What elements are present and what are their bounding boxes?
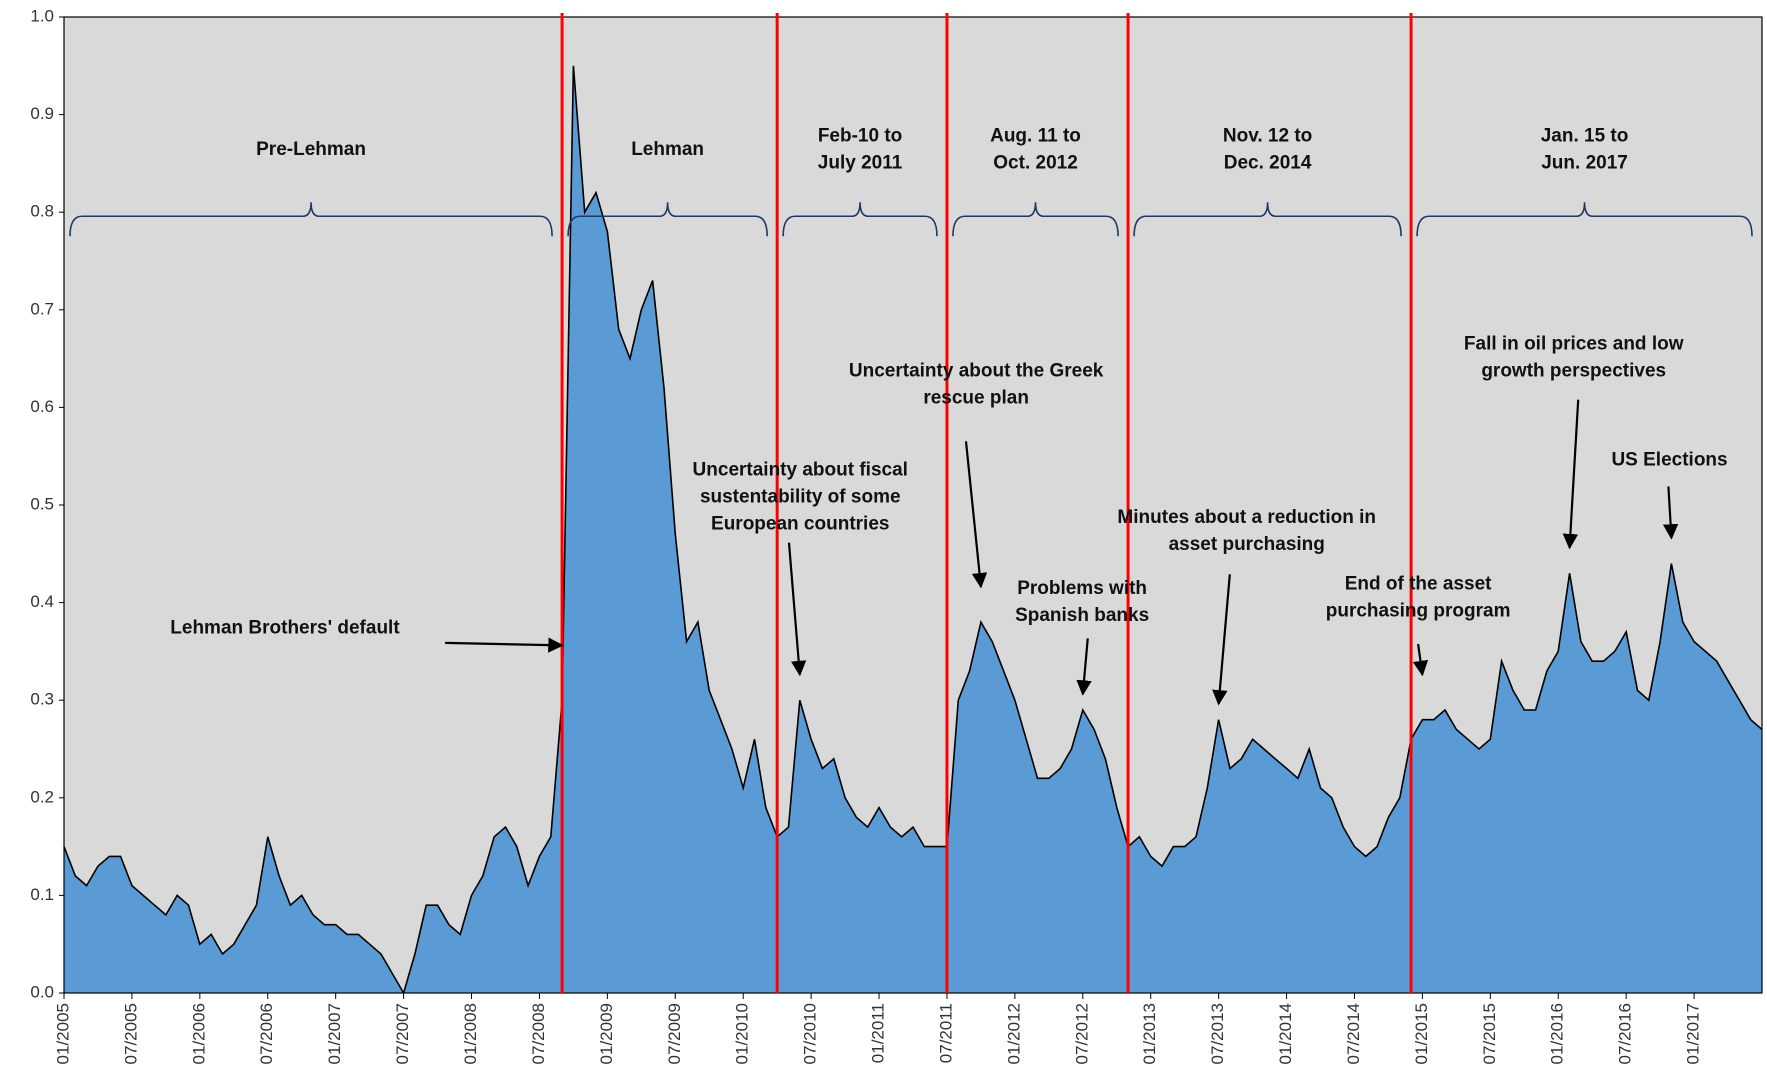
y-tick-label: 0.4: [30, 592, 54, 611]
annotation-arrow: [1412, 643, 1429, 677]
x-tick-label: 01/2005: [53, 1003, 72, 1064]
y-tick-label: 0.2: [30, 787, 54, 806]
annotation-arrow: [1562, 399, 1580, 550]
brace: [1416, 202, 1753, 237]
x-tick-label: 01/2017: [1684, 1003, 1703, 1064]
annotation-arrow: [964, 441, 988, 589]
x-tick-label: 07/2013: [1208, 1003, 1227, 1064]
period-label: Feb-10 to: [818, 125, 902, 146]
x-tick-label: 01/2016: [1548, 1003, 1567, 1064]
annotation-text: sustentability of some: [700, 487, 901, 508]
annotation-text: Minutes about a reduction in: [1117, 507, 1376, 528]
y-tick-label: 0.6: [30, 397, 54, 416]
area: [64, 65, 1762, 994]
annotation-text: Lehman Brothers' default: [170, 617, 400, 638]
x-tick-label: 01/2007: [325, 1003, 344, 1064]
period-label: Oct. 2012: [993, 152, 1078, 173]
period-label: Nov. 12 to: [1223, 125, 1312, 146]
brace: [69, 202, 553, 237]
period-label: Pre-Lehman: [256, 139, 366, 160]
period-label: Aug. 11 to: [990, 125, 1081, 146]
annotation-arrow: [1212, 574, 1231, 706]
y-tick-label: 1.0: [30, 6, 54, 25]
brace: [567, 202, 768, 237]
x-tick-label: 07/2009: [665, 1003, 684, 1064]
period-label: Jan. 15 to: [1541, 125, 1629, 146]
x-tick-label: 01/2011: [869, 1003, 888, 1063]
x-tick-label: 07/2014: [1344, 1003, 1363, 1064]
annotation-text: growth perspectives: [1481, 361, 1666, 382]
period-label: Dec. 2014: [1224, 152, 1312, 173]
annotation-arrow: [787, 542, 807, 677]
annotation-text: Spanish banks: [1015, 605, 1149, 626]
x-tick-label: 07/2008: [529, 1003, 548, 1064]
x-tick-label: 01/2009: [597, 1003, 616, 1064]
x-tick-label: 07/2016: [1616, 1003, 1635, 1064]
annotation-text: asset purchasing: [1169, 534, 1325, 555]
annotation-text: rescue plan: [923, 388, 1029, 409]
x-tick-label: 01/2008: [461, 1003, 480, 1064]
x-tick-label: 01/2014: [1276, 1003, 1295, 1064]
annotation-arrow: [445, 637, 564, 653]
x-tick-label: 01/2010: [733, 1003, 752, 1064]
annotation-text: Fall in oil prices and low: [1464, 334, 1684, 355]
x-tick-label: 07/2011: [936, 1003, 955, 1063]
x-tick-label: 07/2015: [1480, 1003, 1499, 1064]
x-tick-label: 07/2012: [1072, 1003, 1091, 1064]
annotation-arrow: [1662, 486, 1679, 540]
x-tick-label: 01/2006: [189, 1003, 208, 1064]
y-tick-label: 0.8: [30, 202, 54, 221]
x-tick-label: 07/2010: [801, 1003, 820, 1064]
y-tick-label: 0.0: [30, 982, 54, 1001]
x-tick-label: 01/2012: [1004, 1003, 1023, 1064]
y-tick-label: 0.3: [30, 690, 54, 709]
period-label: July 2011: [818, 152, 903, 173]
x-tick-label: 07/2007: [393, 1003, 412, 1064]
x-tick-label: 07/2005: [121, 1003, 140, 1064]
period-label: Jun. 2017: [1541, 152, 1628, 173]
annotation-text: purchasing program: [1326, 600, 1511, 621]
y-tick-label: 0.7: [30, 299, 54, 318]
brace: [1133, 202, 1402, 237]
annotation-text: Problems with: [1017, 578, 1147, 599]
x-tick-label: 07/2006: [257, 1003, 276, 1064]
x-tick-label: 01/2013: [1140, 1003, 1159, 1064]
annotation-text: US Elections: [1611, 450, 1727, 471]
line: [63, 65, 1763, 996]
y-tick-label: 0.5: [30, 494, 54, 513]
x-tick-label: 01/2015: [1412, 1003, 1431, 1064]
y-tick-label: 0.9: [30, 104, 54, 123]
annotation-text: Uncertainty about fiscal: [693, 460, 908, 481]
annotation-text: European countries: [711, 514, 889, 535]
annotation-arrow: [1076, 638, 1092, 696]
brace: [782, 202, 938, 237]
y-tick-label: 0.1: [30, 885, 54, 904]
brace: [952, 202, 1119, 237]
period-label: Lehman: [631, 139, 704, 160]
annotation-text: Uncertainty about the Greek: [849, 361, 1104, 382]
annotation-text: End of the asset: [1345, 573, 1492, 594]
